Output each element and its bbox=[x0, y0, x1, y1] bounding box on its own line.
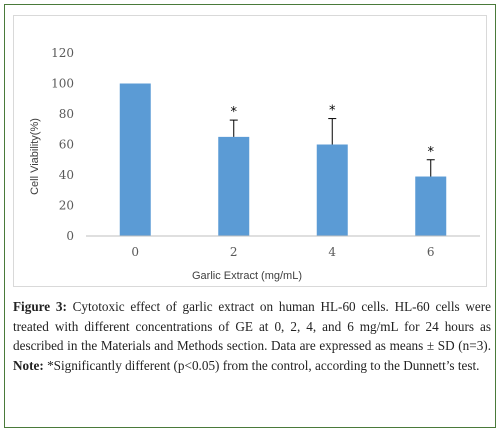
figure-caption: Figure 3: Cytotoxic effect of garlic ext… bbox=[13, 297, 491, 375]
y-tick-label: 60 bbox=[59, 138, 74, 152]
significance-marker: * bbox=[428, 145, 435, 160]
x-axis-ticks: 0 2 4 6 bbox=[131, 245, 434, 259]
significance-marker: * bbox=[231, 105, 238, 120]
figure-frame: 0 20 40 60 80 100 120 * * * 0 2 4 6 Cell Viability(… bbox=[4, 4, 496, 428]
y-tick-label: 40 bbox=[59, 168, 74, 182]
bar bbox=[218, 136, 250, 236]
bar-chart: 0 20 40 60 80 100 120 * * * 0 2 4 6 Cell Viability(… bbox=[29, 46, 480, 282]
y-tick-label: 120 bbox=[51, 46, 74, 60]
x-tick-label: 0 bbox=[131, 245, 139, 259]
y-axis-title: Cell Viability(%) bbox=[29, 118, 41, 195]
bar bbox=[119, 83, 151, 236]
y-tick-label: 20 bbox=[59, 199, 74, 213]
y-tick-label: 100 bbox=[51, 77, 74, 91]
x-tick-label: 4 bbox=[328, 245, 336, 259]
bar bbox=[415, 176, 447, 236]
error-bars-group bbox=[229, 118, 435, 177]
y-tick-label: 80 bbox=[59, 107, 74, 121]
x-tick-label: 2 bbox=[230, 245, 238, 259]
x-tick-label: 6 bbox=[427, 245, 435, 259]
significance-marker: * bbox=[329, 104, 336, 119]
note-text: *Significantly different (p<0.05) from t… bbox=[43, 357, 480, 373]
x-axis-title: Garlic Extract (mg/mL) bbox=[192, 270, 302, 282]
chart-container: 0 20 40 60 80 100 120 * * * 0 2 4 6 Cell Viability(… bbox=[13, 15, 487, 287]
figure-label: Figure 3: bbox=[13, 299, 67, 314]
significance-markers: * * * bbox=[231, 104, 435, 160]
bars-group bbox=[119, 83, 447, 236]
y-axis-ticks: 0 20 40 60 80 100 120 bbox=[51, 46, 74, 243]
note-label: Note: bbox=[13, 357, 44, 373]
caption-text: Cytotoxic effect of garlic extract on hu… bbox=[13, 299, 491, 353]
bar bbox=[316, 144, 348, 236]
y-tick-label: 0 bbox=[66, 229, 74, 243]
